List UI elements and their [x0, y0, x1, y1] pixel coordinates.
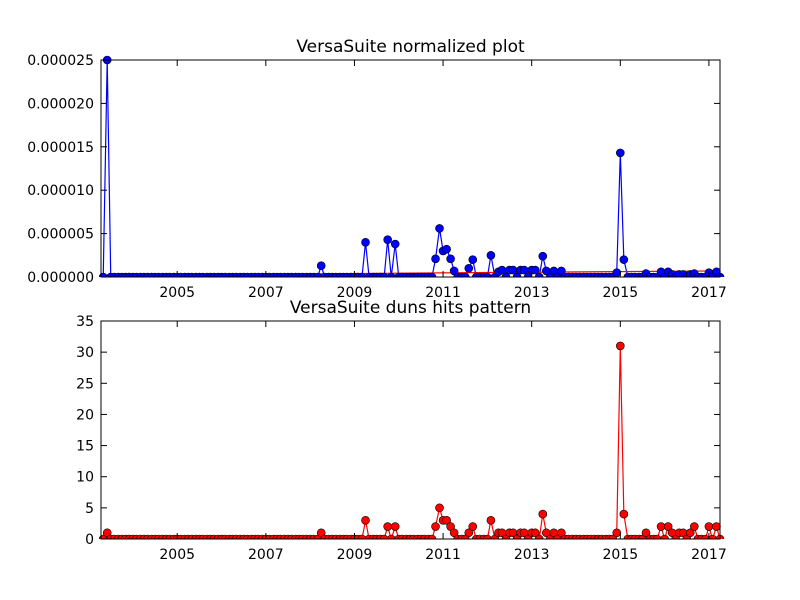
data-point	[701, 534, 710, 539]
y-tick-label: 0.000015	[27, 140, 94, 156]
data-point	[316, 261, 326, 271]
data-point	[390, 239, 400, 249]
data-point	[483, 534, 492, 539]
y-tick-label: 0.000005	[27, 227, 94, 243]
data-point	[431, 522, 440, 531]
data-point	[486, 251, 496, 260]
data-point	[619, 255, 629, 264]
data-point	[519, 265, 529, 275]
data-point	[652, 534, 662, 539]
data-point	[390, 522, 400, 531]
data-point	[431, 254, 440, 264]
data-point	[616, 148, 625, 158]
x-tick-label: 2013	[514, 547, 550, 563]
chart-title: VersaSuite duns hits pattern	[290, 298, 531, 318]
y-tick-label: 0.000025	[27, 53, 94, 69]
x-tick-label: 2015	[602, 547, 638, 563]
data-point	[530, 265, 540, 275]
data-point	[708, 534, 717, 539]
data-point	[538, 509, 548, 519]
data-point	[446, 254, 455, 264]
data-point	[508, 265, 518, 275]
axes-frame	[100, 59, 721, 278]
x-tick-label: 2011	[425, 285, 461, 301]
y-tick-label: 0.000010	[27, 183, 94, 199]
data-point	[534, 534, 544, 539]
data-point	[712, 522, 721, 531]
axes-frame	[100, 320, 721, 540]
y-tick-label: 0	[85, 532, 94, 548]
data-point	[464, 264, 474, 273]
y-tick-label: 10	[76, 470, 94, 486]
data-point	[616, 341, 625, 351]
data-point	[386, 272, 396, 277]
x-tick-label: 2017	[691, 547, 727, 563]
y-tick-label: 30	[76, 345, 94, 361]
data-point	[442, 244, 451, 254]
data-point	[663, 522, 673, 531]
data-point	[313, 272, 322, 277]
subplot: 0.000000 0.000005 0.000010 0.000015 0.000020…	[27, 37, 727, 301]
y-tick-label: 0.000020	[27, 96, 94, 112]
data-point	[383, 235, 392, 244]
data-point	[612, 528, 622, 538]
data-point	[435, 503, 444, 513]
series-line	[102, 345, 721, 539]
x-tick-label: 2009	[337, 547, 373, 563]
chart-title: VersaSuite normalized plot	[296, 37, 525, 57]
data-point	[435, 224, 444, 233]
data-point	[704, 522, 714, 531]
data-point	[357, 534, 367, 539]
x-tick-label: 2017	[691, 285, 727, 301]
x-tick-label: 2005	[159, 285, 195, 301]
data-point	[383, 522, 392, 531]
data-point	[386, 534, 396, 539]
data-point	[468, 255, 478, 264]
data-point	[497, 265, 507, 275]
y-tick-label: 20	[76, 407, 94, 423]
data-point	[357, 272, 367, 277]
plot-marks	[98, 55, 725, 277]
data-point	[486, 516, 496, 525]
plot-marks	[98, 341, 725, 539]
y-tick-label: 5	[85, 501, 94, 517]
data-point	[464, 528, 474, 538]
data-point	[379, 272, 389, 277]
data-point	[686, 528, 695, 538]
data-point	[468, 522, 478, 531]
plot-area	[101, 321, 720, 539]
plot-area	[101, 60, 720, 277]
x-tick-label: 2009	[337, 285, 373, 301]
y-tick-label: 0.000000	[27, 270, 94, 286]
data-point	[660, 534, 669, 539]
data-point	[460, 272, 470, 277]
y-tick-label: 15	[76, 439, 94, 455]
x-tick-label: 2011	[425, 547, 461, 563]
data-point	[530, 528, 540, 538]
x-tick-label: 2007	[248, 285, 284, 301]
data-point	[427, 272, 437, 277]
data-point	[534, 272, 544, 277]
x-tick-label: 2013	[514, 285, 550, 301]
subplot: 0 5 10 15 20 25 30 35 2005 2007 2009 2011 2013 2015 20…	[76, 298, 727, 563]
y-tick-label: 35	[76, 314, 94, 330]
x-tick-label: 2007	[248, 547, 284, 563]
data-point	[612, 268, 622, 277]
data-point	[690, 522, 699, 531]
data-point	[361, 237, 370, 247]
data-point	[641, 528, 651, 538]
x-tick-label: 2015	[602, 285, 638, 301]
x-tick-label: 2005	[159, 547, 195, 563]
data-point	[427, 534, 437, 539]
data-point	[619, 509, 629, 519]
data-point	[538, 251, 548, 261]
data-point	[442, 516, 451, 525]
y-tick-label: 25	[76, 376, 94, 392]
series-line	[102, 59, 721, 277]
data-point	[361, 516, 370, 525]
data-point	[379, 534, 389, 539]
data-point	[483, 272, 492, 277]
